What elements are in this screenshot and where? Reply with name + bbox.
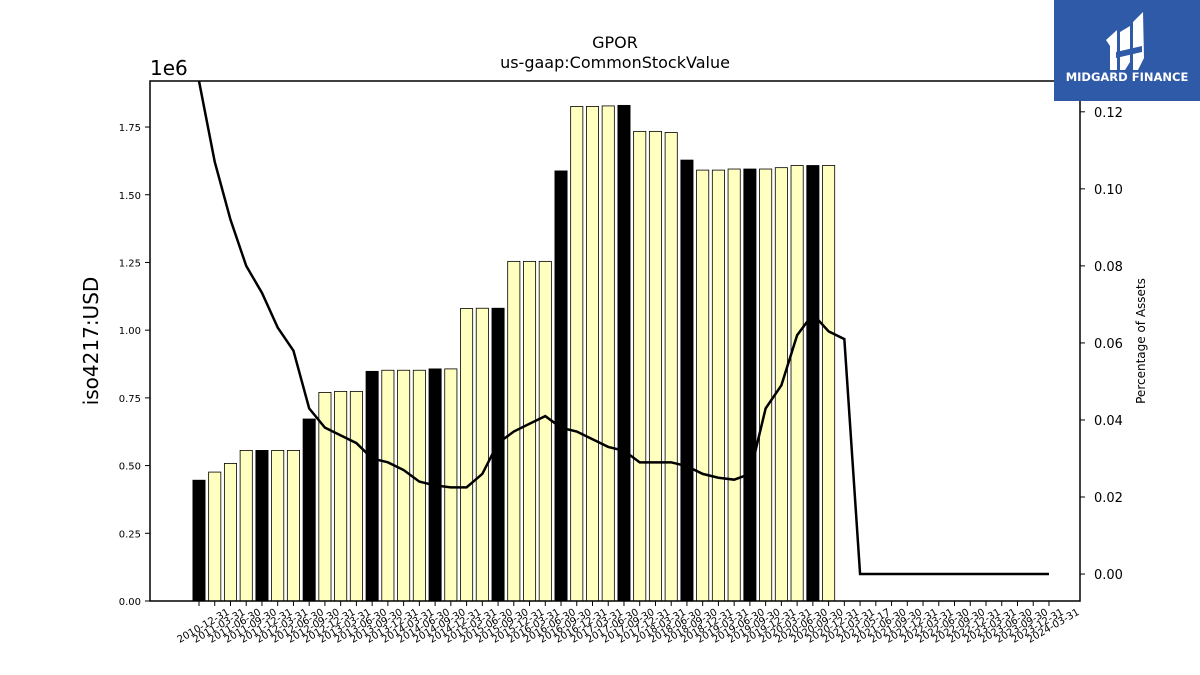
y2-tick-label: 0.08 <box>1094 260 1123 275</box>
bar <box>759 168 773 602</box>
y2-tick-label: 0.02 <box>1094 491 1123 506</box>
chart-subtitle: us-gaap:CommonStockValue <box>500 53 730 72</box>
bar <box>302 418 316 602</box>
bar <box>601 105 615 602</box>
y-tick-label: 1.50 <box>119 191 141 202</box>
bar <box>192 479 206 602</box>
bar <box>523 260 537 602</box>
y-offset-label: 1e6 <box>150 56 188 80</box>
bar <box>365 370 379 602</box>
bar <box>475 307 489 602</box>
bar <box>538 260 552 602</box>
y2-tick-label: 0.12 <box>1094 106 1123 121</box>
y-tick-label: 0.75 <box>119 394 141 405</box>
bar <box>696 169 710 602</box>
chart-title: GPOR <box>592 33 638 52</box>
y-tick-label: 1.25 <box>119 258 141 269</box>
bar <box>790 165 804 602</box>
bar <box>633 130 647 602</box>
bar <box>727 168 741 602</box>
bar <box>412 369 426 602</box>
bar <box>208 471 222 602</box>
logo: MIDGARD FINANCE <box>1054 0 1200 101</box>
bar <box>664 132 678 602</box>
plot-frame <box>149 80 1081 602</box>
bar <box>397 369 411 602</box>
y-tick-label: 0.50 <box>119 462 141 473</box>
bar <box>554 170 568 602</box>
y-tick-label: 0.25 <box>119 529 141 540</box>
logo-text: MIDGARD FINANCE <box>1065 70 1189 84</box>
y2-tick-label: 0.04 <box>1094 414 1123 429</box>
y-tick-label: 1.00 <box>119 326 141 337</box>
bar <box>460 308 474 602</box>
bar <box>806 165 820 602</box>
bar <box>680 159 694 602</box>
y2-axis-label: Percentage of Assets <box>1134 278 1148 404</box>
y-tick-label: 1.75 <box>119 123 141 134</box>
bar <box>334 390 348 602</box>
bar <box>286 450 300 602</box>
y-tick-label: 0.00 <box>119 597 141 608</box>
bar <box>223 463 237 602</box>
series-line <box>197 81 1049 576</box>
bar <box>255 450 269 602</box>
logo-mark-icon <box>1106 12 1144 70</box>
bar <box>617 104 631 602</box>
bar <box>444 368 458 602</box>
bar <box>822 165 836 602</box>
bars-layer <box>192 104 836 602</box>
x-axis: 2010-12-312011-03-312011-06-302011-09-30… <box>176 601 1081 646</box>
y-axis: 0.00 0.25 0.50 0.75 1.00 1.25 1.50 1.75 <box>119 123 150 608</box>
bar <box>711 169 725 602</box>
y2-tick-label: 0.06 <box>1094 337 1123 352</box>
y2-axis: 0.00 0.02 0.04 0.06 0.08 0.10 0.12 <box>1080 106 1123 583</box>
bar <box>648 130 662 602</box>
bar <box>381 369 395 602</box>
bar <box>491 307 505 602</box>
bar <box>586 106 600 602</box>
y-axis-label: iso4217:USD <box>79 277 103 406</box>
y2-tick-label: 0.10 <box>1094 183 1123 198</box>
bar <box>271 450 285 602</box>
bar <box>570 106 584 602</box>
y2-tick-label: 0.00 <box>1094 568 1123 583</box>
bar <box>349 390 363 602</box>
line-layer <box>197 81 1049 576</box>
bar <box>239 450 253 602</box>
bar <box>743 168 757 602</box>
